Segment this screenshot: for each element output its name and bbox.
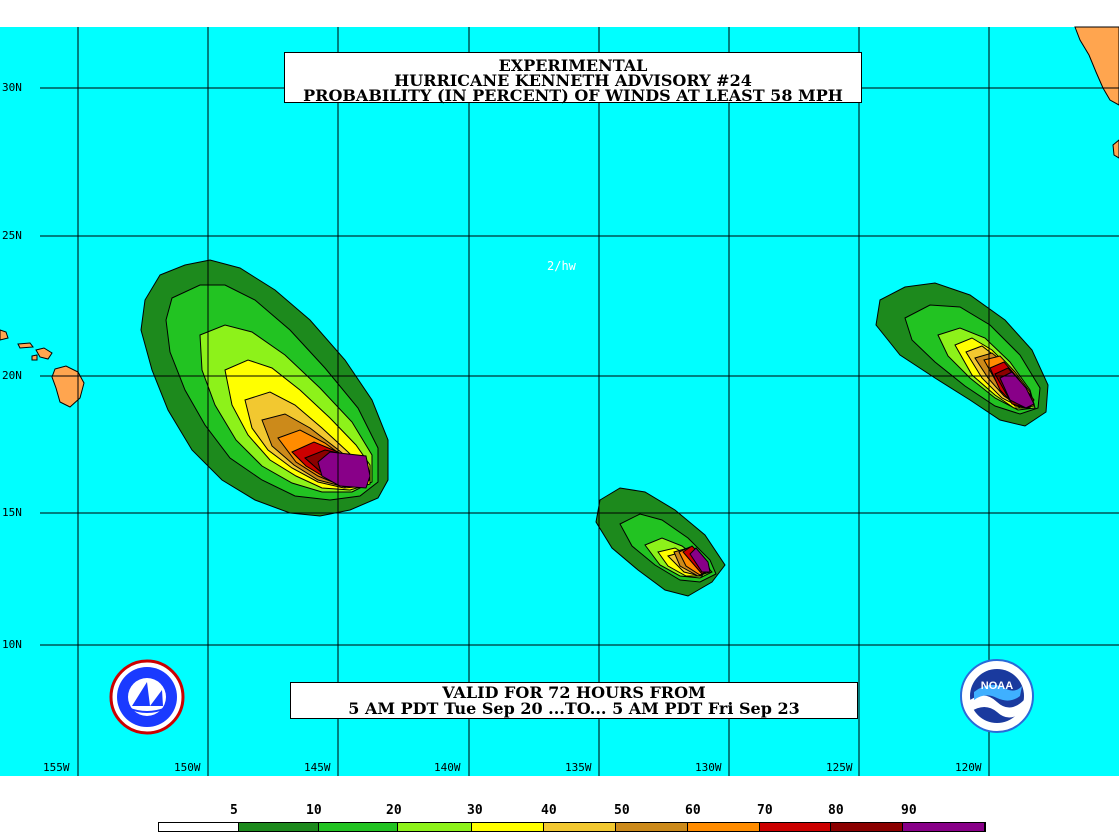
- land-molokai: [17, 342, 34, 349]
- legend-swatch: [159, 823, 239, 831]
- legend-swatch: [318, 823, 399, 831]
- svg-text:NOAA: NOAA: [981, 680, 1013, 692]
- valid-line-2: 5 AM PDT Tue Sep 20 ...TO... 5 AM PDT Fr…: [348, 699, 800, 718]
- legend-label-20: 20: [386, 803, 402, 818]
- lat-label-10n: 10N: [2, 638, 22, 651]
- legend-swatch: [759, 823, 832, 831]
- legend-label-5: 5: [230, 803, 238, 818]
- grid: [40, 27, 1119, 776]
- legend-label-60: 60: [685, 803, 701, 818]
- legend-swatch: [831, 823, 904, 831]
- legend-swatch: [238, 823, 319, 831]
- lon-label-125w: 125W: [826, 761, 853, 774]
- lat-label-20n: 20N: [2, 369, 22, 382]
- lon-label-155w: 155W: [43, 761, 70, 774]
- lat-label-30n: 30N: [2, 81, 22, 94]
- legend-swatch: [903, 823, 986, 831]
- lat-label-25n: 25N: [2, 229, 22, 242]
- legend-label-50: 50: [614, 803, 630, 818]
- contour-middle: [595, 487, 726, 597]
- valid-line-1: VALID FOR 72 HOURS FROM: [442, 683, 706, 702]
- legend-label-40: 40: [541, 803, 557, 818]
- legend-label-90: 90: [901, 803, 917, 818]
- legend-label-80: 80: [828, 803, 844, 818]
- land-lanai: [31, 354, 38, 361]
- legend-label-30: 30: [467, 803, 483, 818]
- lat-label-15n: 15N: [2, 506, 22, 519]
- contour-east: [875, 282, 1049, 427]
- legend-label-70: 70: [757, 803, 773, 818]
- legend-swatch: [398, 823, 473, 831]
- title-line-2: HURRICANE KENNETH ADVISORY #24: [394, 71, 752, 90]
- legend-swatch: [472, 823, 545, 831]
- lon-label-120w: 120W: [955, 761, 982, 774]
- title-line-1: EXPERIMENTAL: [498, 56, 648, 75]
- title-box: EXPERIMENTAL HURRICANE KENNETH ADVISORY …: [284, 52, 862, 105]
- valid-time-box: VALID FOR 72 HOURS FROM 5 AM PDT Tue Sep…: [290, 682, 858, 719]
- analyst-stamp: 2/hw: [547, 259, 576, 273]
- legend-color-bar: [158, 822, 986, 832]
- land-oahu: [0, 329, 9, 341]
- legend-label-10: 10: [306, 803, 322, 818]
- lon-label-135w: 135W: [565, 761, 592, 774]
- land-mexico-2: [1112, 139, 1119, 159]
- lon-label-130w: 130W: [695, 761, 722, 774]
- title-line-3: PROBABILITY (IN PERCENT) OF WINDS AT LEA…: [303, 86, 843, 105]
- nws-logo: [109, 659, 185, 735]
- legend-swatch: [544, 823, 616, 831]
- lon-label-140w: 140W: [434, 761, 461, 774]
- legend-swatch: [687, 823, 760, 831]
- lon-label-145w: 145W: [304, 761, 331, 774]
- noaa-logo: NOAA: [960, 659, 1034, 733]
- land-maui: [35, 347, 53, 360]
- lon-label-150w: 150W: [174, 761, 201, 774]
- legend-swatch: [615, 823, 688, 831]
- contour-west: [140, 259, 389, 517]
